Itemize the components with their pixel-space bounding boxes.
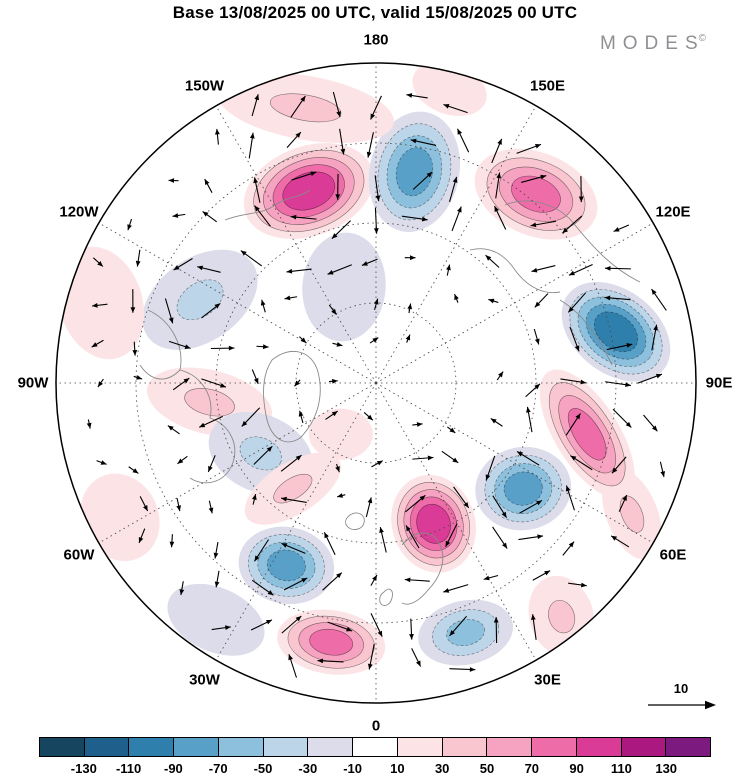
- meridian-label: 120E: [655, 203, 691, 220]
- colorbar-segment: [621, 738, 667, 756]
- modes-copyright-mark: ©: [698, 33, 706, 44]
- meridian-label: 30W: [189, 671, 220, 689]
- colorbar-tick-label: 110: [610, 761, 632, 776]
- modes-logo: MODES©: [600, 33, 706, 55]
- meridian-label: 60E: [659, 546, 687, 563]
- meridian-label: 120W: [59, 203, 99, 220]
- map-content-layer: [56, 63, 696, 703]
- colorbar-segment: [129, 738, 175, 756]
- meridian-label: 30E: [534, 671, 561, 689]
- colorbar-segment: [40, 738, 85, 756]
- colorbar-segment: [442, 738, 488, 756]
- colorbar-tick-label: -10: [343, 761, 362, 776]
- colorbar-segment: [218, 738, 264, 756]
- colorbar-tick-label: 30: [434, 761, 450, 776]
- colorbar-segment: [353, 738, 398, 756]
- coastlines-layer: [139, 189, 641, 606]
- reference-arrow-glyph: [648, 700, 716, 710]
- colorbar-segment: [666, 738, 711, 756]
- colorbar-segment: [576, 738, 622, 756]
- colorbar-tick-label: -70: [208, 761, 228, 776]
- colorbar-tick-label: 90: [569, 761, 584, 776]
- meridian-label: 0: [371, 717, 381, 735]
- chart-title: Base 13/08/2025 00 UTC, valid 15/08/2025…: [172, 3, 578, 22]
- meridian-label: 60W: [63, 546, 95, 563]
- modes-logo-text: MODES: [599, 33, 705, 54]
- map-boundary: [55, 62, 697, 704]
- colorbar-tick-label: 130: [655, 761, 678, 776]
- colorbar: [39, 737, 711, 757]
- anomaly-field-layer: [57, 63, 671, 675]
- colorbar-tick-label: -30: [298, 761, 318, 776]
- meridian-label: 150W: [184, 77, 225, 95]
- meridian-label: 150E: [529, 77, 566, 95]
- meridian-label: 90W: [17, 374, 49, 392]
- colorbar-segment: [397, 738, 443, 756]
- colorbar-segment: [84, 738, 130, 756]
- colorbar-tick-label: -110: [115, 761, 142, 776]
- colorbar-tick-label: 50: [479, 761, 495, 776]
- colorbar-tick-label: -50: [253, 761, 273, 776]
- meridian-label: 180: [363, 31, 389, 49]
- colorbar-segment: [308, 738, 354, 756]
- meridian-label: 90E: [705, 374, 733, 392]
- colorbar-tick-label: 70: [524, 761, 540, 776]
- colorbar-segment: [532, 738, 577, 756]
- colorbar-tick-label: 10: [390, 761, 405, 776]
- colorbar-segment: [263, 738, 309, 756]
- colorbar-tick-label: -90: [163, 761, 183, 776]
- colorbar-segment: [174, 738, 219, 756]
- colorbar-tick-label: -130: [70, 761, 97, 776]
- colorbar-segment: [487, 738, 533, 756]
- reference-arrow: 10: [645, 681, 717, 716]
- wind-arrows-layer: [86, 91, 667, 678]
- reference-arrow-label: 10: [673, 681, 689, 696]
